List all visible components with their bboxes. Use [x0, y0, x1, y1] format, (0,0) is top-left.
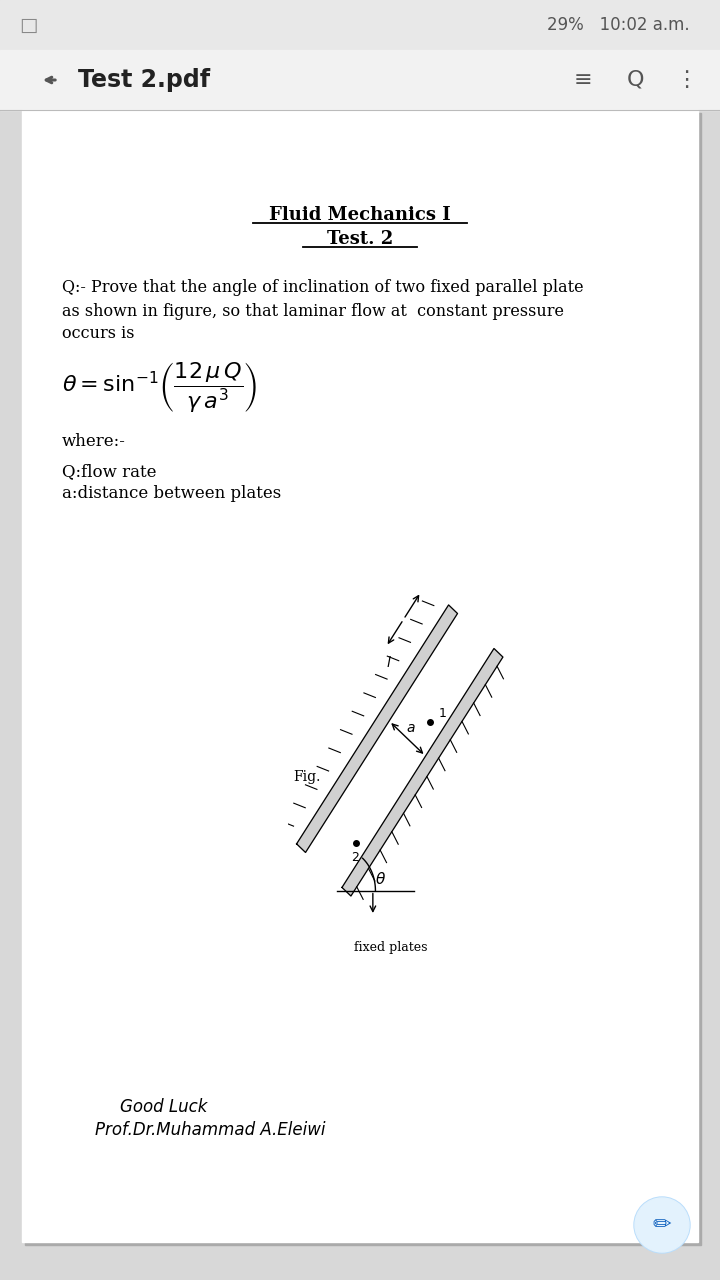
Text: l: l: [387, 657, 391, 669]
Text: Good Luck: Good Luck: [120, 1098, 207, 1116]
Text: Q:flow rate: Q:flow rate: [62, 463, 156, 480]
Bar: [0, 50, 720, 110]
Bar: [22, 110, 698, 1242]
Text: a:distance between plates: a:distance between plates: [62, 485, 282, 503]
Text: Fig.: Fig.: [293, 769, 320, 783]
Text: fixed plates: fixed plates: [354, 941, 428, 954]
Text: ⋮: ⋮: [675, 70, 697, 90]
Polygon shape: [342, 649, 503, 896]
Text: 1: 1: [439, 707, 447, 719]
Text: Fluid Mechanics I: Fluid Mechanics I: [269, 206, 451, 224]
Text: $\theta = \sin^{-1}\!\left(\dfrac{12\,\mu\,Q}{\gamma\,a^3}\right)$: $\theta = \sin^{-1}\!\left(\dfrac{12\,\m…: [62, 361, 258, 415]
Text: Test. 2: Test. 2: [327, 230, 393, 248]
Text: Q: Q: [626, 70, 644, 90]
Text: Test 2.pdf: Test 2.pdf: [78, 68, 210, 92]
Bar: [25, 113, 701, 1245]
Text: Prof.Dr.Muhammad A.Eleiwi: Prof.Dr.Muhammad A.Eleiwi: [95, 1121, 325, 1139]
Circle shape: [634, 1197, 690, 1253]
Bar: [0, 0, 720, 50]
Text: ✏: ✏: [653, 1215, 671, 1235]
Text: a: a: [407, 721, 415, 735]
Text: occurs is: occurs is: [62, 325, 135, 343]
Text: ≡: ≡: [574, 70, 593, 90]
Text: 2: 2: [351, 850, 359, 864]
Text: Q:- Prove that the angle of inclination of two fixed parallel plate: Q:- Prove that the angle of inclination …: [62, 279, 584, 297]
Circle shape: [635, 1198, 689, 1252]
Polygon shape: [297, 605, 457, 852]
Text: $\theta$: $\theta$: [375, 872, 386, 887]
Text: as shown in figure, so that laminar flow at  constant pressure: as shown in figure, so that laminar flow…: [62, 302, 564, 320]
Text: □: □: [19, 15, 37, 35]
Text: 29%   10:02 a.m.: 29% 10:02 a.m.: [547, 15, 690, 35]
Text: where:-: where:-: [62, 434, 126, 451]
